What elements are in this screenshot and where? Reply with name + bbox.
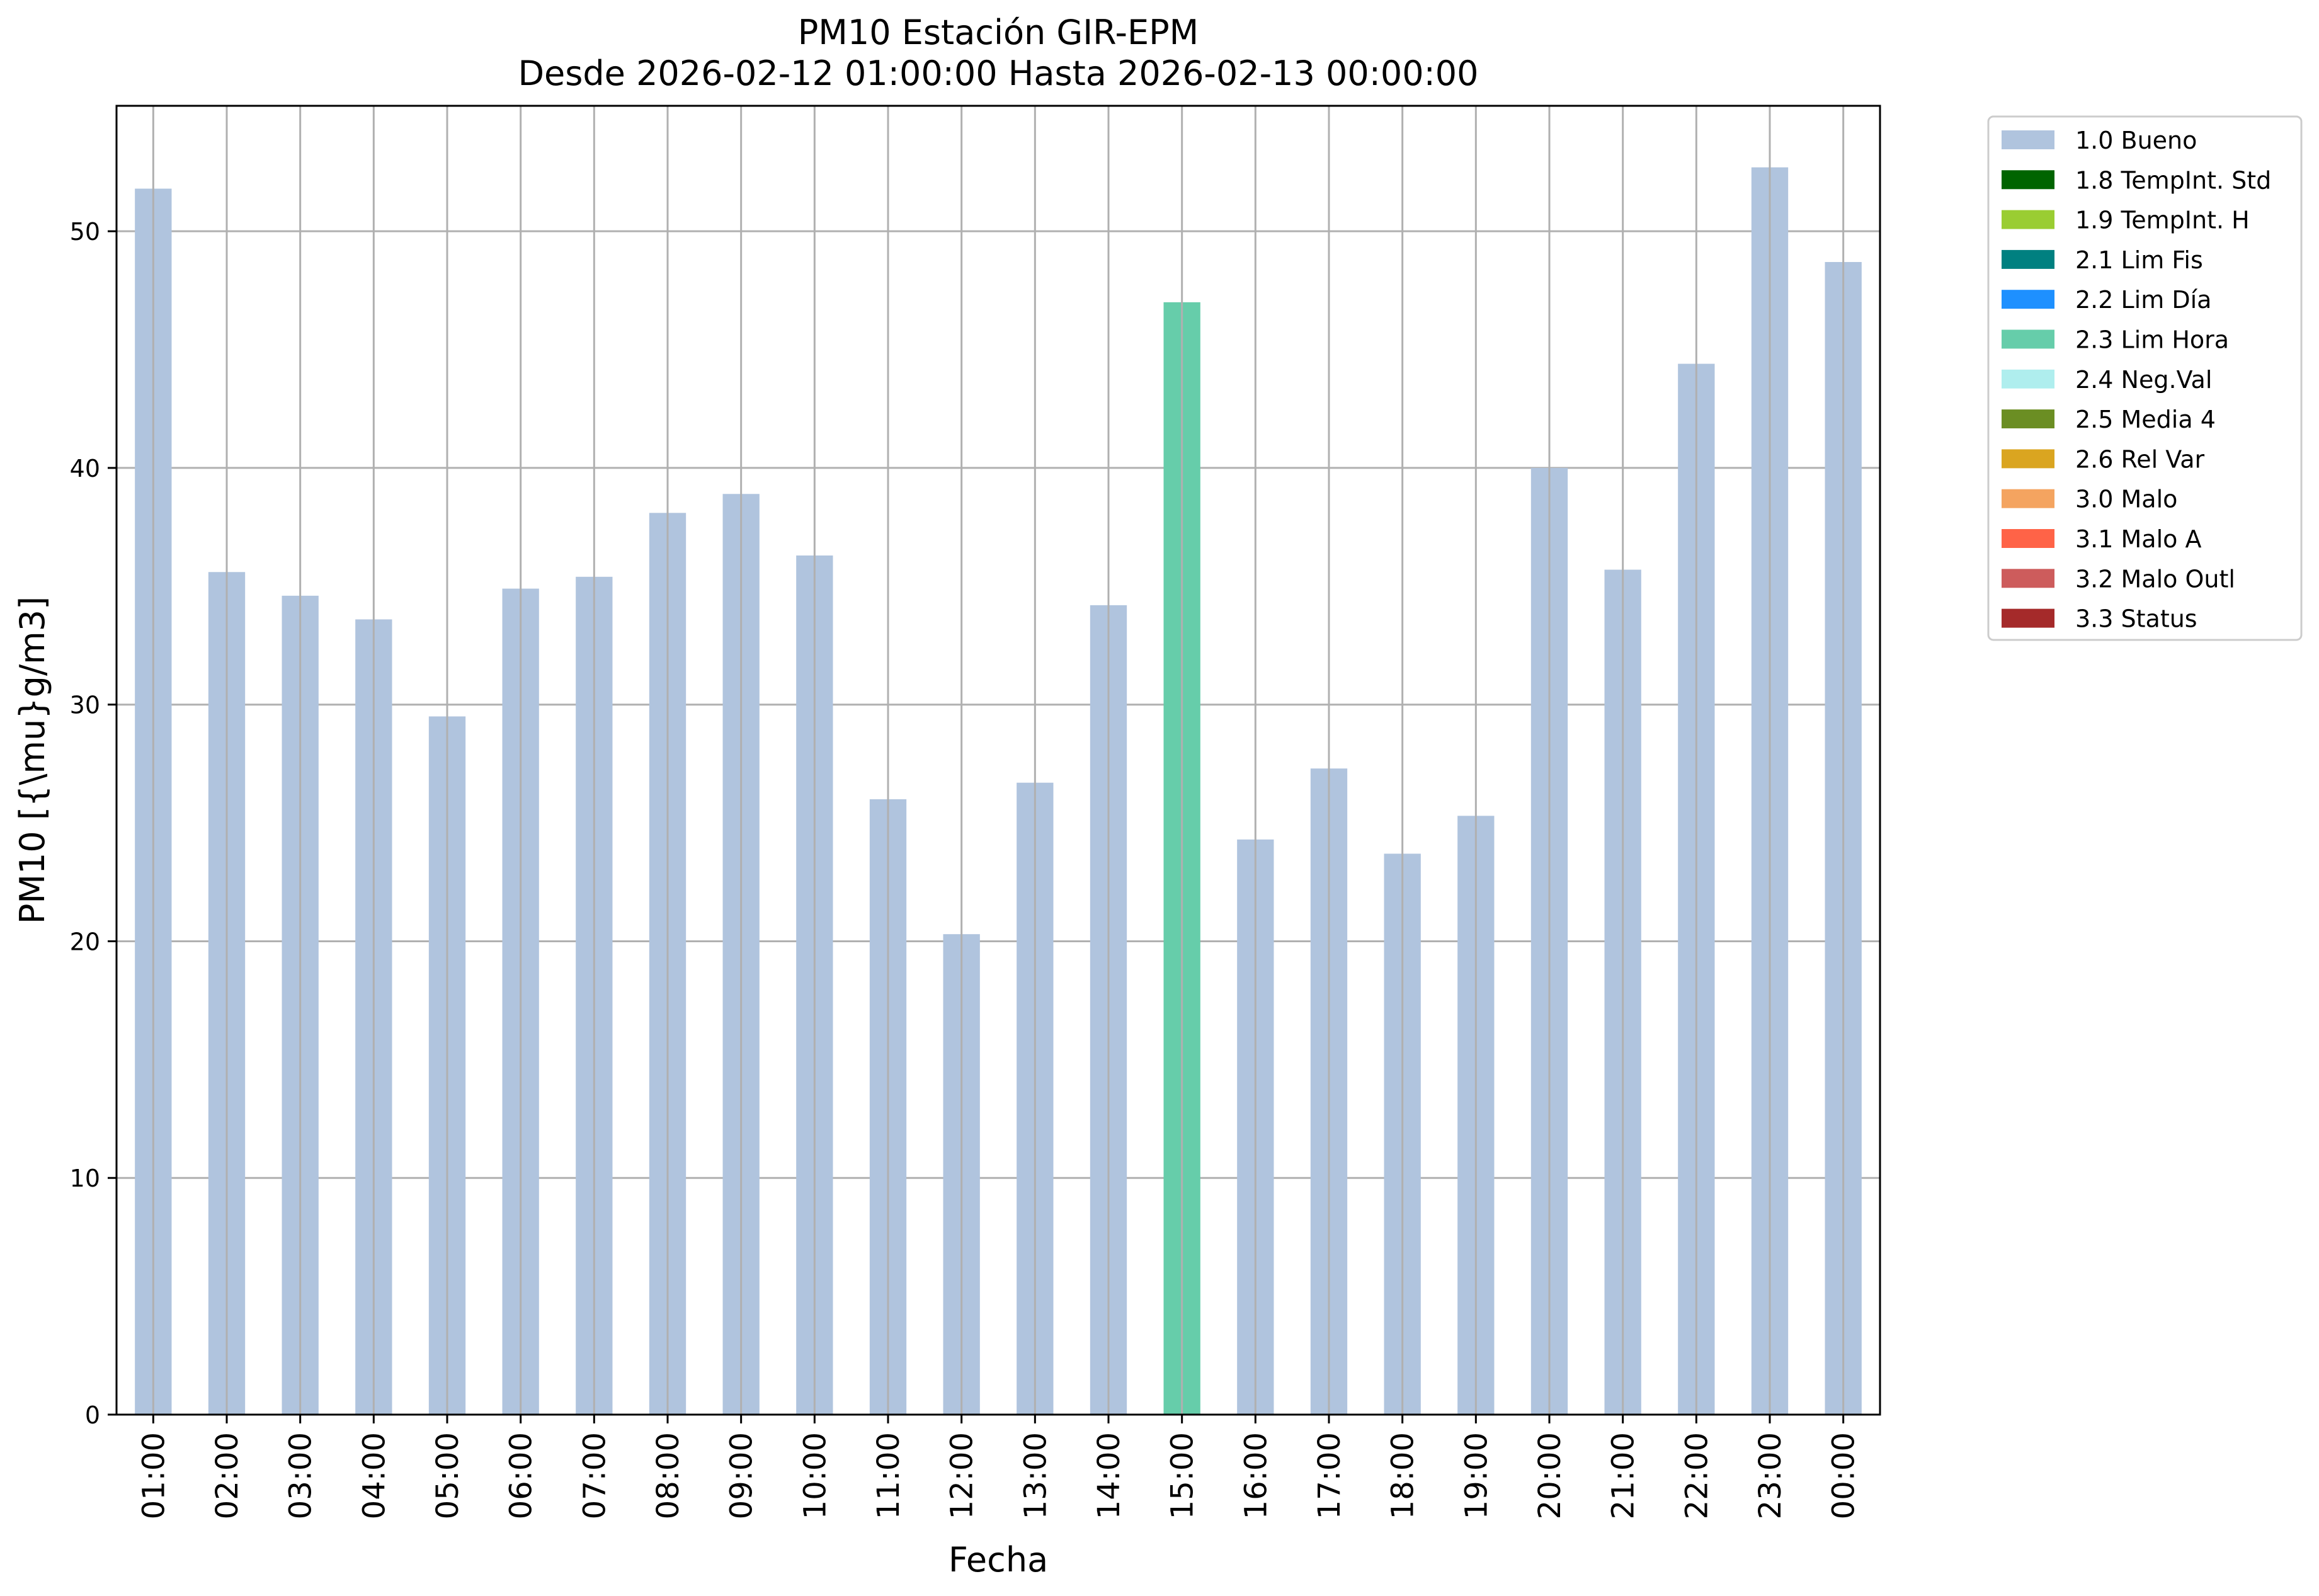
x-tick-label: 17:00	[1312, 1432, 1347, 1519]
x-tick-label: 02:00	[210, 1432, 245, 1519]
y-tick-label: 0	[85, 1401, 100, 1429]
x-tick-label: 15:00	[1165, 1432, 1200, 1519]
legend-label: 1.8 TempInt. Std	[2075, 166, 2271, 194]
x-tick-label: 00:00	[1826, 1432, 1862, 1519]
legend-swatch	[2002, 409, 2054, 429]
x-tick-label: 08:00	[651, 1432, 686, 1519]
x-tick-label: 20:00	[1532, 1432, 1568, 1519]
legend-label: 2.5 Media 4	[2075, 406, 2216, 433]
y-axis-label: PM10 [{\mu}g/m3]	[13, 596, 52, 924]
x-tick-label: 12:00	[945, 1432, 980, 1519]
vertical-grid	[152, 106, 1845, 1415]
legend-label: 2.3 Lim Hora	[2075, 326, 2229, 354]
plot-frame	[115, 105, 1881, 1416]
x-tick-label: 16:00	[1238, 1432, 1273, 1519]
legend-swatch	[2002, 529, 2054, 548]
chart-subtitle: Desde 2026-02-12 01:00:00 Hasta 2026-02-…	[518, 54, 1478, 93]
legend-label: 3.3 Status	[2075, 605, 2197, 633]
legend-swatch	[2002, 170, 2054, 190]
y-tick-label: 30	[70, 692, 100, 719]
legend-label: 1.0 Bueno	[2075, 127, 2197, 154]
legend-swatch	[2002, 130, 2054, 149]
legend-swatch	[2002, 290, 2054, 309]
y-tick-label: 10	[70, 1165, 100, 1192]
legend-swatch	[2002, 489, 2054, 508]
legend-label: 3.0 Malo	[2075, 486, 2177, 513]
legend-swatch	[2002, 329, 2054, 349]
legend-swatch	[2002, 369, 2054, 389]
x-tick-label: 05:00	[430, 1432, 465, 1519]
legend-label: 2.6 Rel Var	[2075, 445, 2205, 473]
x-tick-label: 03:00	[283, 1432, 319, 1519]
legend-swatch	[2002, 249, 2054, 269]
legend-label: 3.2 Malo Outl	[2075, 565, 2235, 593]
x-tick-label: 01:00	[136, 1432, 171, 1519]
bars	[135, 167, 1862, 1415]
x-tick-label: 09:00	[724, 1432, 760, 1519]
chart-title: PM10 Estación GIR-EPM	[798, 13, 1199, 52]
x-tick-label: 07:00	[577, 1432, 612, 1519]
legend-swatch	[2002, 210, 2054, 229]
x-tick-label: 14:00	[1091, 1432, 1127, 1519]
legend-label: 2.4 Neg.Val	[2075, 366, 2212, 394]
x-axis-label: Fecha	[949, 1540, 1048, 1580]
x-axis-ticks: 01:00 02:00 03:00 04:00 05:00 06:00 07:00 08:00…	[136, 1415, 1862, 1519]
x-tick-label: 23:00	[1753, 1432, 1788, 1519]
legend: 1.0 Bueno 1.8 TempInt. Std 1.9 TempInt. H 2…	[1987, 115, 2303, 641]
legend-swatch	[2002, 608, 2054, 628]
legend-label: 2.1 Lim Fis	[2075, 246, 2203, 274]
y-tick-label: 50	[70, 218, 100, 246]
legend-swatch	[2002, 449, 2054, 469]
x-tick-label: 04:00	[356, 1432, 392, 1519]
y-tick-label: 20	[70, 928, 100, 955]
x-tick-label: 10:00	[797, 1432, 833, 1519]
y-tick-label: 40	[70, 455, 100, 482]
y-axis-ticks: 0 10 20 30 40 50	[70, 218, 117, 1429]
x-tick-label: 18:00	[1386, 1432, 1421, 1519]
legend-frame	[1987, 115, 2303, 641]
legend-swatch	[2002, 569, 2054, 588]
x-tick-label: 21:00	[1606, 1432, 1641, 1519]
x-tick-label: 22:00	[1679, 1432, 1714, 1519]
legend-label: 3.1 Malo A	[2075, 525, 2201, 553]
x-tick-label: 13:00	[1018, 1432, 1053, 1519]
x-tick-label: 11:00	[871, 1432, 906, 1519]
x-tick-label: 19:00	[1459, 1432, 1494, 1519]
legend-label: 2.2 Lim Día	[2075, 286, 2211, 314]
x-tick-label: 06:00	[504, 1432, 539, 1519]
legend-label: 1.9 TempInt. H	[2075, 207, 2250, 234]
